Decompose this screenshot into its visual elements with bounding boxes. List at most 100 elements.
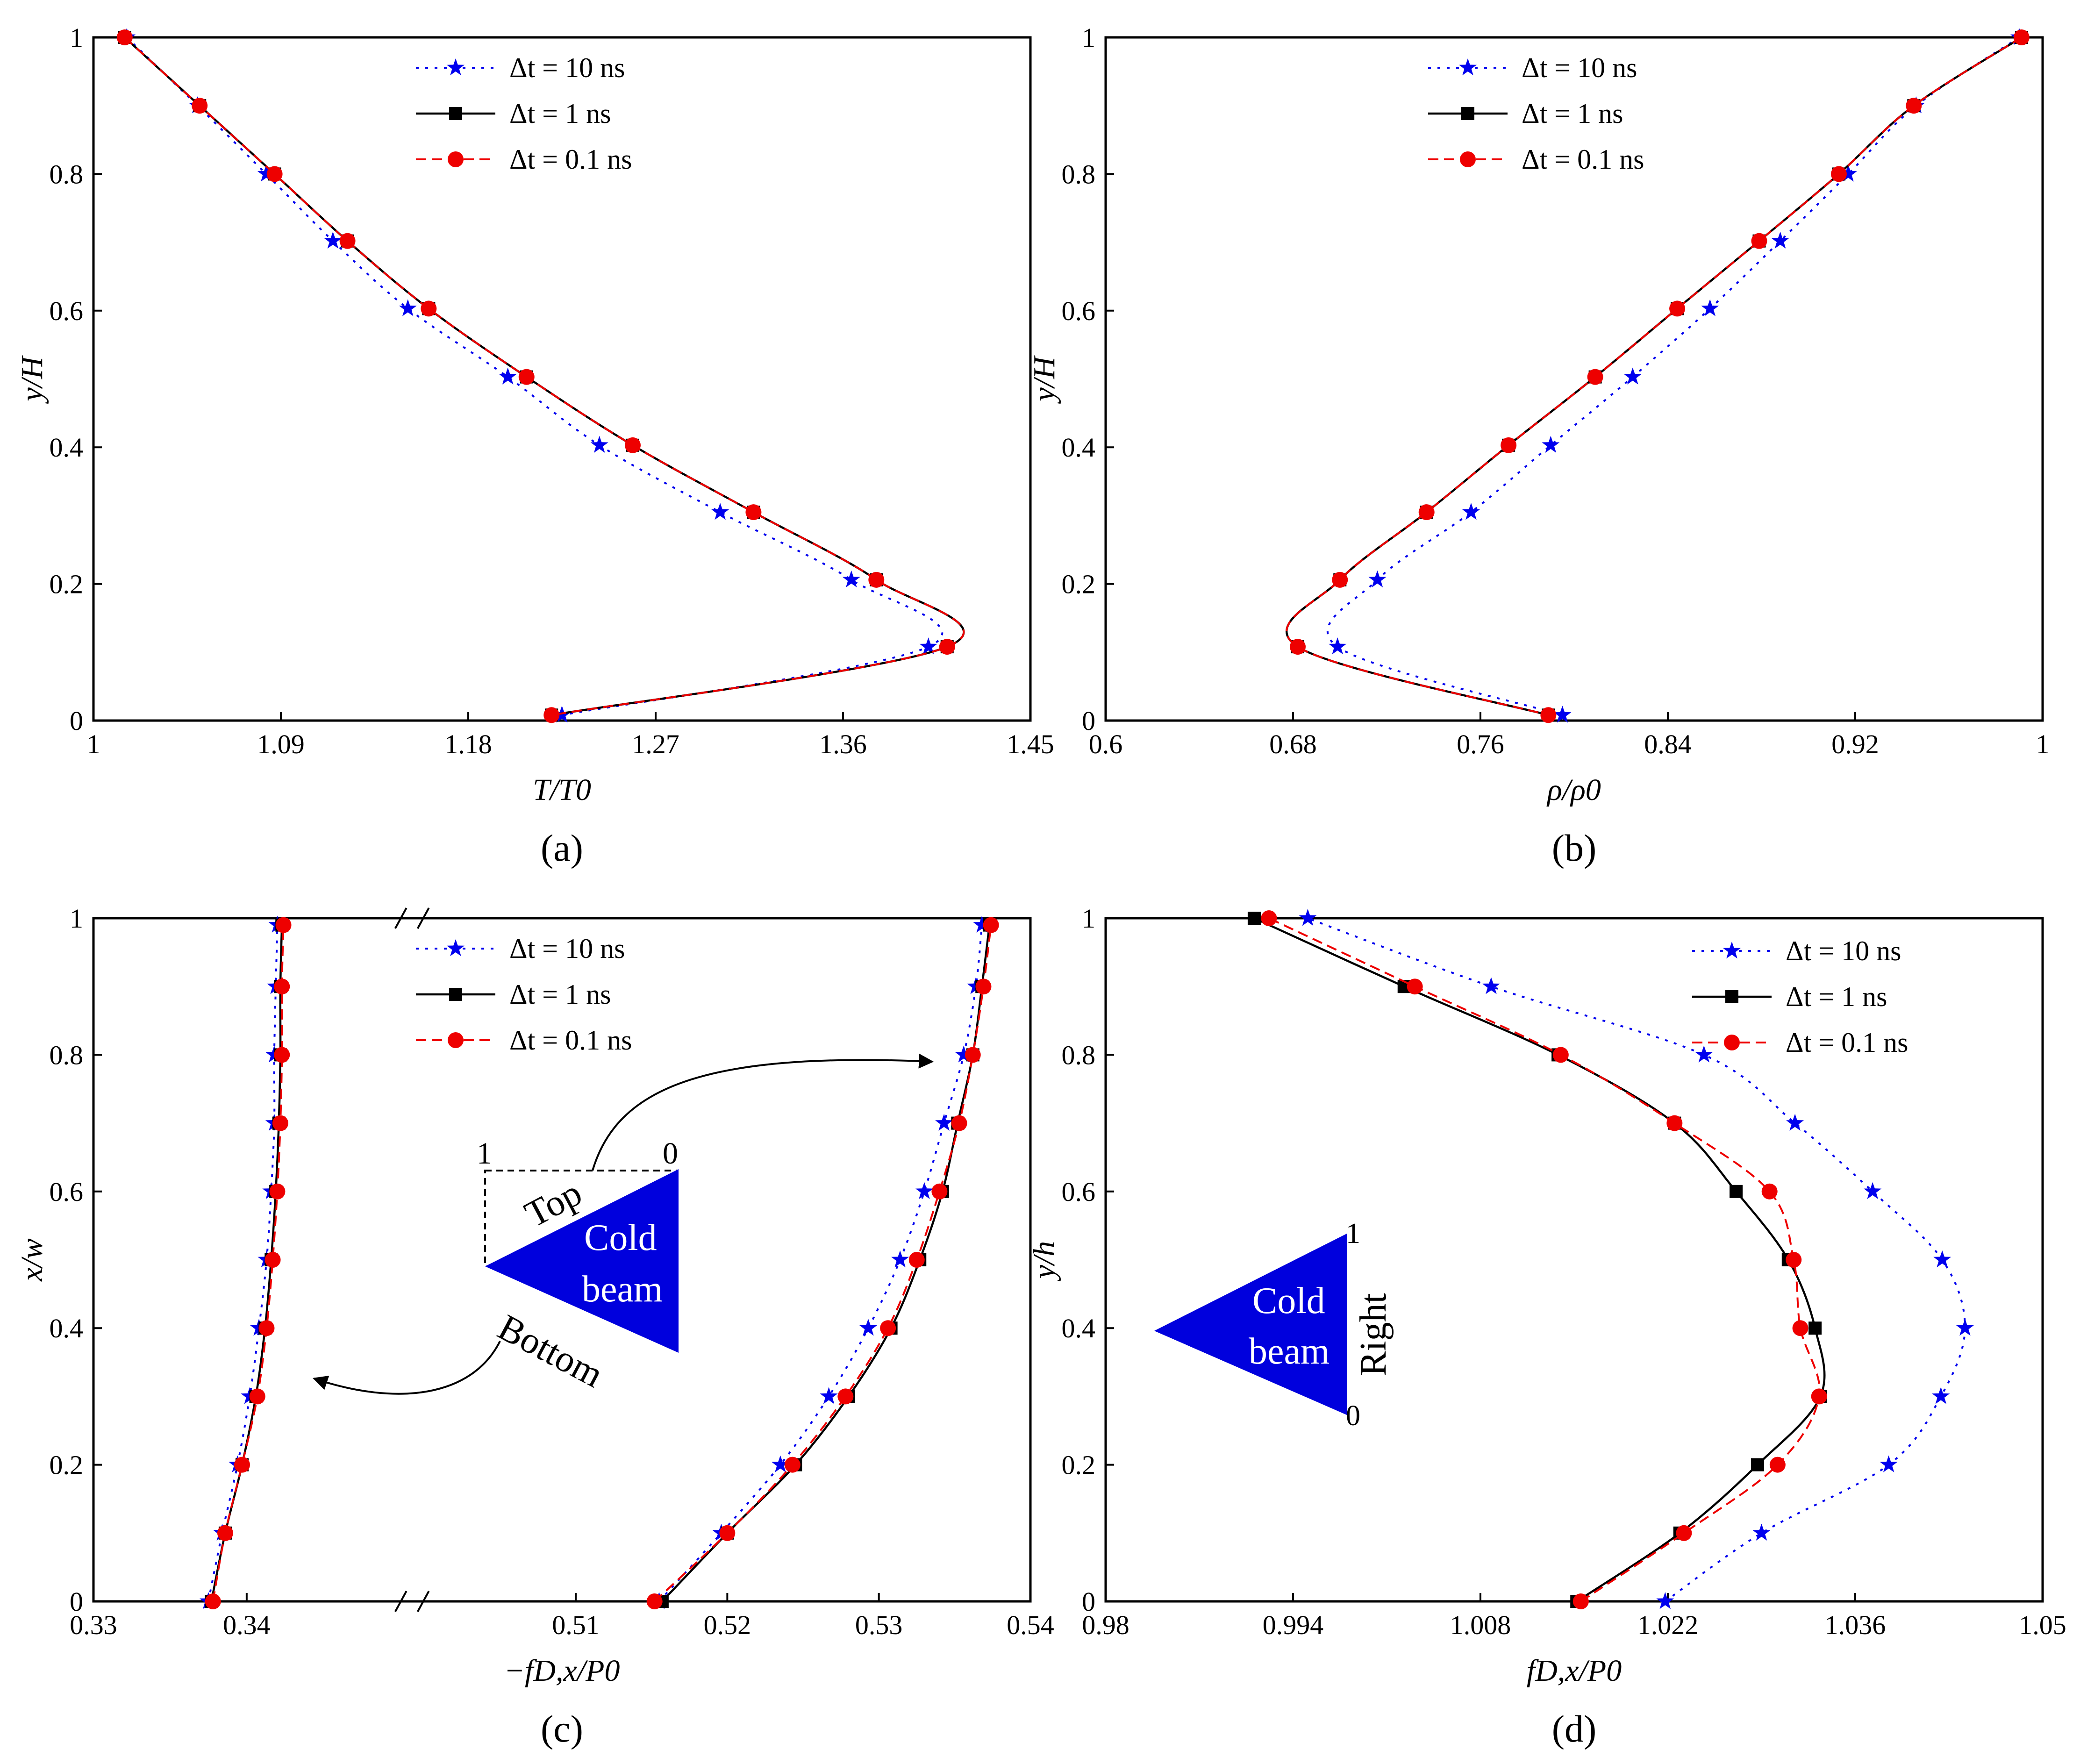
data-point [859,1319,877,1336]
y-tick-label: 0.2 [50,569,84,600]
y-tick-label: 0.6 [50,296,84,326]
data-point [264,1252,281,1268]
series-line [1268,917,1821,1602]
axis-title: fD,x/P0 [1527,1654,1622,1688]
x-tick-label: 0.98 [1082,1610,1129,1640]
x-tick-label: 1.022 [1637,1610,1699,1640]
series-line [1286,36,2022,716]
plot-frame [92,917,1032,1603]
data-point [590,436,608,453]
y-tick-label: 0 [1082,1586,1095,1617]
legend-label: Δt = 1 ns [509,98,611,129]
y-tick-label: 0 [1082,706,1095,736]
panel-a: 1 1.09 1.18 1.27 1.36 1.45 0 0.2 0.4 0.6 0.8 1 T/T0 y… [15,22,1054,869]
series-line [1307,917,1966,1602]
series-dotted-star [1326,28,2028,723]
axis-title: x/w [15,1238,49,1282]
data-point [116,29,133,45]
legend-marker [447,939,465,957]
data-point [646,1593,663,1609]
series-line [126,36,944,716]
x-tick-label: 1.36 [819,729,867,759]
data-point [192,98,208,114]
panel-d-annotation: Cold beam Right 1 0 [1154,1218,1394,1432]
data-point [1751,1458,1764,1471]
legend-marker [1460,151,1476,167]
data-point [955,1045,973,1063]
data-point [820,1387,838,1404]
data-point [880,1320,896,1336]
arrow-to-bottom-curve [312,1341,501,1395]
y-tick-label: 1 [1082,903,1095,934]
legend-marker [1723,942,1741,959]
data-point [1573,1593,1589,1609]
data-point [1730,1185,1743,1198]
data-point [1501,437,1517,453]
series-dashed-circle-bottom [205,917,292,1609]
legend-label: Δt = 0.1 ns [509,1025,632,1056]
y-tick-label: 0 [70,706,83,736]
data-point [711,503,729,520]
data-point [266,166,283,182]
legend-label: Δt = 1 ns [509,979,611,1010]
x-tick-label: 0.33 [70,1610,117,1640]
data-point [1247,912,1261,925]
legend-label: Δt = 10 ns [1522,52,1637,83]
x-tick-label: 1.09 [257,729,305,759]
y-tick-label: 0.4 [50,432,84,463]
data-point [784,1457,801,1473]
data-point [205,1593,221,1609]
data-point [1669,300,1686,317]
legend-label: Δt = 0.1 ns [509,144,632,175]
data-point [1656,1592,1674,1609]
data-point [257,164,275,182]
cold-label-c: Cold [584,1217,657,1258]
series-dashed-circle [1286,29,2030,723]
data-point [1751,233,1767,249]
data-point [1407,978,1423,995]
panel-label: (d) [1552,1707,1597,1750]
data-point [2013,29,2030,45]
series-solid-square [1285,31,2028,722]
cold-label-d: Cold [1252,1280,1325,1321]
x-tick-label: 0.92 [1831,729,1879,759]
legend-marker [449,988,462,1001]
plot-frame [92,36,1032,722]
data-point [891,1250,909,1268]
data-point [931,1183,948,1200]
y-tick-label: 1 [1082,22,1095,53]
data-point [217,1525,233,1541]
data-point [1676,1525,1692,1541]
data-point [1786,1252,1802,1268]
x-tick-label: 0.76 [1457,729,1504,759]
series-line [661,925,991,1602]
series-dashed-circle [116,29,965,723]
data-point [868,571,885,588]
y-tick-label: 0.2 [1062,569,1096,600]
legend-marker [448,1032,464,1048]
y-tick-label: 0.2 [50,1450,84,1480]
data-point [1299,909,1317,926]
y-tick-label: 0.4 [50,1313,84,1343]
plot-frame [1104,36,2044,722]
data-point [275,917,292,933]
data-point [935,1114,953,1131]
data-point [624,437,641,453]
y-tick-label: 0.8 [50,159,84,189]
legend-marker [1724,1035,1740,1050]
data-point [1906,98,1922,114]
data-point [272,1115,288,1131]
y-tick-label: 0.4 [1062,1313,1096,1343]
x-tick-label: 0.68 [1269,729,1317,759]
data-point [339,233,356,249]
bottom-label: Bottom [492,1307,610,1395]
data-point [1482,977,1500,994]
data-point [745,504,762,521]
x-tick-label: 1.05 [2019,1610,2066,1640]
panel-c: 0.33 0.34 0.51 0.52 0.53 0.54 0 0.2 0.4 0.6 0.8 1 −f… [15,903,1054,1750]
data-point [1880,1455,1898,1472]
data-point [919,637,937,655]
legend-label: Δt = 0.1 ns [1786,1027,1908,1058]
panel-c-annotation: 1 0 Top Cold beam Bottom [312,1053,934,1396]
y-tick-label: 0.6 [1062,296,1096,326]
